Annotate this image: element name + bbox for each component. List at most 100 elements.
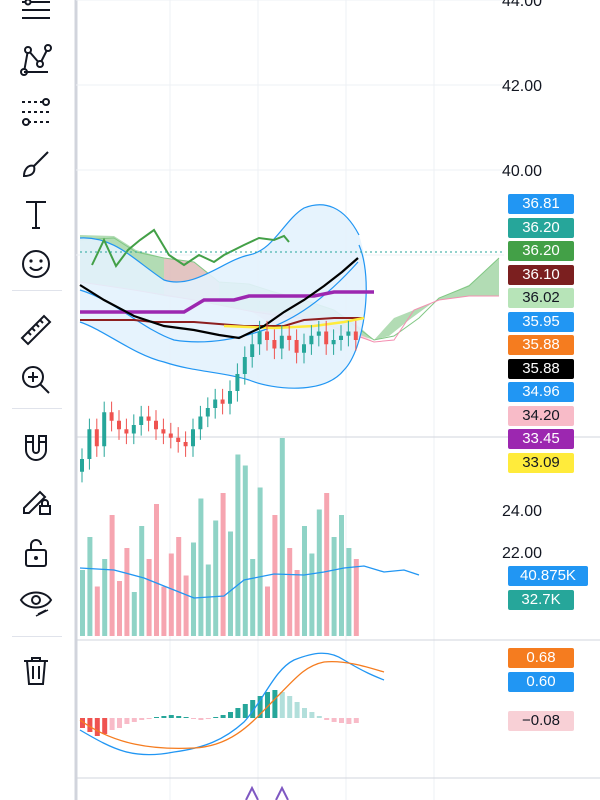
bollinger-lower — [79, 244, 367, 389]
price-label-badge: 35.88 — [508, 335, 574, 355]
candle-body — [102, 412, 107, 447]
macd-histogram-bar — [161, 716, 167, 718]
volume-bar — [154, 504, 159, 636]
ma-yellow-line — [223, 316, 365, 330]
price-label-badge: 36.10 — [508, 264, 574, 285]
macd-histogram-bar — [154, 717, 159, 718]
volume-bar — [287, 548, 293, 636]
trash-tool-button[interactable] — [14, 650, 58, 690]
volume-bar — [109, 515, 115, 636]
candle-body — [331, 340, 336, 345]
volume-bar — [80, 570, 85, 636]
volume-scale-tick: 24.00 — [502, 503, 542, 520]
macd-histogram-bar — [191, 718, 196, 719]
macd-histogram-bar — [80, 718, 85, 728]
event-marker-icon — [275, 785, 289, 800]
brush-tool-button[interactable] — [14, 144, 58, 184]
volume-bar — [272, 515, 278, 636]
kijun-line — [80, 290, 374, 314]
toolbar-separator — [12, 290, 62, 291]
price-scale-tick: 44.00 — [502, 0, 542, 10]
macd-histogram-bar — [168, 715, 174, 718]
price-label-badge: 33.45 — [508, 429, 574, 449]
emoji-tool-button[interactable] — [14, 244, 58, 284]
volume-bar — [331, 537, 337, 636]
chikou-line — [91, 228, 290, 268]
drawing-toolbar — [0, 0, 74, 800]
price-scale-tick: 40.00 — [502, 163, 542, 180]
brush-icon — [22, 151, 49, 178]
volume-bar — [235, 454, 241, 636]
ruler-tool-button[interactable] — [14, 310, 58, 350]
candle-body — [272, 340, 277, 349]
candle-body — [287, 335, 292, 340]
price-label-badge: 36.02 — [508, 288, 574, 308]
volume-bar — [94, 586, 100, 636]
volume-bar — [183, 575, 189, 636]
unlock-icon — [25, 539, 47, 567]
volume-label-badge: 32.7K — [508, 589, 574, 610]
volume-bar — [198, 498, 204, 636]
volume-label-badge: 40.875K — [508, 566, 588, 586]
macd-histogram-bar — [94, 718, 100, 736]
macd-label-badge: −0.08 — [508, 711, 574, 731]
macd-histogram-bar — [109, 718, 115, 730]
macd-label-badge: 0.60 — [508, 671, 574, 692]
menu-lines-icon — [22, 0, 50, 19]
candle-body — [242, 357, 247, 374]
menu-lines-tool-button[interactable] — [14, 0, 58, 34]
price-label-badge: 36.20 — [508, 217, 574, 238]
macd-histogram-bar — [272, 690, 278, 718]
volume-bar — [191, 542, 196, 636]
volume-bar — [117, 581, 122, 636]
unlock-tool-button[interactable] — [14, 532, 58, 572]
candle-body — [146, 416, 151, 421]
macd-histogram-bar — [250, 700, 256, 718]
macd-histogram-bar — [294, 702, 300, 718]
candle-body — [346, 331, 351, 336]
candle-body — [257, 331, 262, 345]
ma-black-line — [79, 257, 359, 340]
candle-body — [316, 331, 321, 336]
macd-histogram-bar — [228, 712, 233, 718]
candle-body — [94, 429, 99, 447]
toolbar-separator — [12, 636, 62, 637]
volume-bar — [131, 592, 137, 636]
candle-body — [205, 408, 210, 417]
macd-histogram-bar — [257, 696, 263, 718]
eye-tool-button[interactable] — [14, 582, 58, 622]
candle-body — [80, 459, 84, 472]
candle-body — [191, 429, 195, 447]
emoji-icon — [22, 250, 50, 278]
candle-body — [176, 437, 181, 442]
fib-tool-tool-button[interactable] — [14, 92, 58, 132]
volume-bar — [257, 487, 263, 636]
volume-bar — [139, 526, 145, 636]
macd-histogram-bar — [220, 715, 226, 718]
candle-body — [250, 344, 255, 357]
macd-histogram-bar — [265, 692, 270, 718]
lock-drawing-tool-button[interactable] — [14, 480, 58, 520]
macd-histogram-bar — [131, 718, 137, 722]
fib-tool-icon — [22, 98, 50, 126]
candle-body — [198, 416, 203, 430]
volume-bar — [339, 515, 344, 636]
volume-bar — [346, 548, 352, 636]
macd-histogram-bar — [324, 718, 330, 720]
candle-body — [228, 391, 232, 404]
volume-bar — [250, 559, 256, 636]
magnet-icon — [25, 435, 47, 461]
pattern-tool-tool-button[interactable] — [14, 40, 58, 80]
candle-body — [353, 331, 358, 340]
zoom-in-tool-button[interactable] — [14, 360, 58, 400]
text-tool-tool-button[interactable] — [14, 194, 58, 234]
candle-body — [131, 425, 136, 434]
price-scale-tick: 42.00 — [502, 78, 542, 95]
magnet-tool-button[interactable] — [14, 428, 58, 468]
macd-histogram-bar — [205, 718, 211, 719]
macd-histogram-bar — [279, 692, 285, 718]
candle-body — [124, 429, 129, 434]
macd-line — [79, 652, 385, 756]
